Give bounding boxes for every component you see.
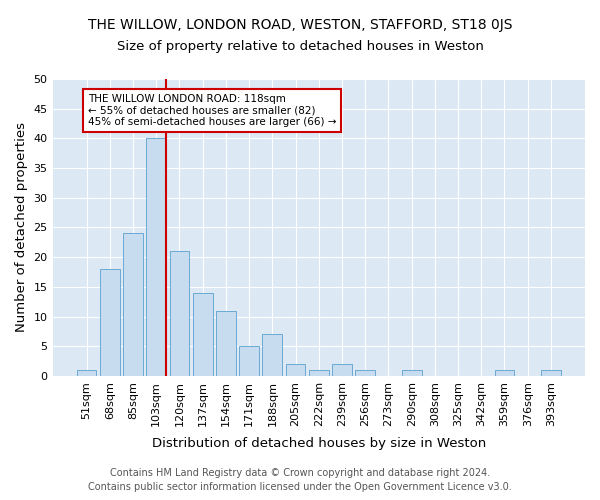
Bar [77,370,97,376]
Bar [332,364,352,376]
Bar [100,269,119,376]
Bar [494,370,514,376]
Bar [286,364,305,376]
X-axis label: Distribution of detached houses by size in Weston: Distribution of detached houses by size … [152,437,486,450]
Bar [541,370,561,376]
Text: THE WILLOW, LONDON ROAD, WESTON, STAFFORD, ST18 0JS: THE WILLOW, LONDON ROAD, WESTON, STAFFOR… [88,18,512,32]
Text: Size of property relative to detached houses in Weston: Size of property relative to detached ho… [116,40,484,53]
Bar [309,370,329,376]
Bar [123,234,143,376]
Bar [239,346,259,376]
Bar [355,370,375,376]
Bar [216,310,236,376]
Y-axis label: Number of detached properties: Number of detached properties [15,122,28,332]
Bar [262,334,282,376]
Bar [146,138,166,376]
Bar [170,251,190,376]
Bar [402,370,422,376]
Text: Contains HM Land Registry data © Crown copyright and database right 2024.
Contai: Contains HM Land Registry data © Crown c… [88,468,512,492]
Text: THE WILLOW LONDON ROAD: 118sqm
← 55% of detached houses are smaller (82)
45% of : THE WILLOW LONDON ROAD: 118sqm ← 55% of … [88,94,336,127]
Bar [193,293,212,376]
